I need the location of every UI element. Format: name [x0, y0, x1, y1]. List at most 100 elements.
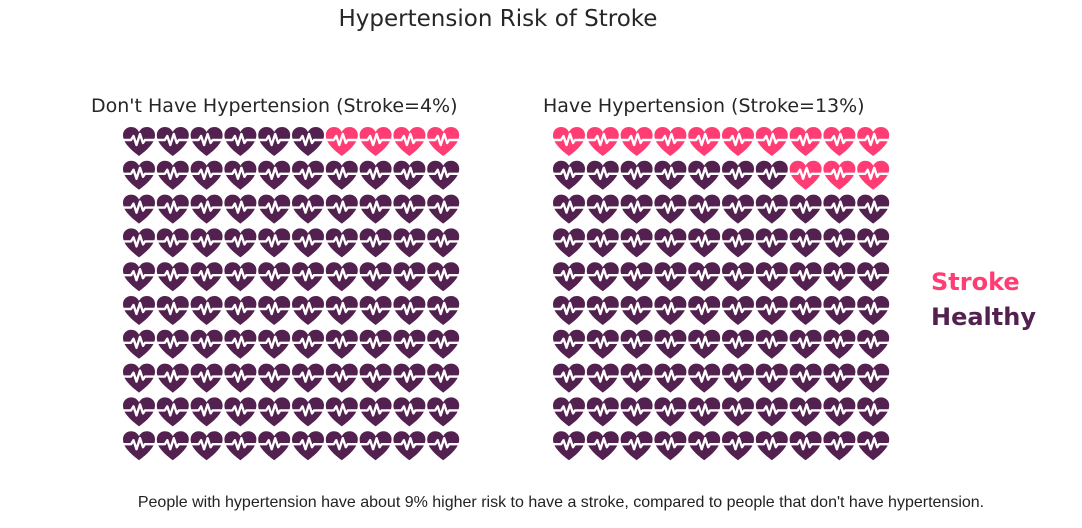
heart-icon-healthy	[122, 329, 159, 359]
heart-icon-healthy	[221, 228, 260, 258]
heart-icon-healthy	[820, 228, 859, 258]
heart-icon-healthy	[322, 228, 362, 258]
heart-icon-healthy	[786, 194, 825, 224]
heart-icon-healthy	[552, 262, 589, 292]
heart-icon-healthy	[322, 363, 362, 393]
heart-icon-healthy	[122, 127, 159, 156]
heart-icon-healthy	[684, 194, 724, 224]
heart-icon-healthy	[752, 228, 792, 258]
heart-icon-healthy	[122, 397, 159, 427]
heart-icon-healthy	[153, 296, 192, 325]
heart-icon-healthy	[820, 329, 859, 359]
panel-title-hypertension: Have Hypertension (Stroke=13%)	[543, 95, 865, 117]
legend-stroke: Stroke	[931, 268, 1020, 296]
heart-icon-healthy	[854, 363, 892, 393]
heart-icon-healthy	[424, 262, 462, 292]
heart-icon-healthy	[424, 329, 462, 359]
heart-icon-healthy	[390, 194, 429, 224]
heart-icon-healthy	[854, 262, 892, 292]
heart-icon-healthy	[356, 160, 395, 190]
heart-icon-healthy	[718, 363, 758, 393]
heart-icon-healthy	[820, 431, 859, 461]
heart-icon-healthy	[786, 262, 825, 292]
heart-icon-stroke	[356, 127, 395, 156]
heart-icon-healthy	[752, 160, 792, 190]
heart-icon-healthy	[617, 262, 656, 292]
heart-icon-healthy	[288, 397, 328, 427]
heart-icon-healthy	[786, 363, 825, 393]
heart-icon-healthy	[390, 262, 429, 292]
heart-icon-healthy	[390, 397, 429, 427]
heart-icon-healthy	[153, 160, 192, 190]
heart-icon-healthy	[153, 228, 192, 258]
heart-icon-healthy	[187, 160, 226, 190]
heart-icon-healthy	[356, 329, 395, 359]
heart-icon-healthy	[356, 363, 395, 393]
heart-icon-healthy	[187, 296, 226, 325]
heart-icon-stroke	[552, 127, 589, 156]
heart-icon-healthy	[356, 228, 395, 258]
heart-icon-healthy	[752, 194, 792, 224]
heart-icon-healthy	[684, 329, 724, 359]
heart-icon-healthy	[617, 228, 656, 258]
heart-icon-healthy	[786, 431, 825, 461]
heart-icon-healthy	[651, 397, 690, 427]
heart-icon-healthy	[322, 194, 362, 224]
heart-icon-healthy	[254, 228, 294, 258]
heart-icon-healthy	[684, 228, 724, 258]
heart-icon-stroke	[786, 127, 825, 156]
heart-icon-healthy	[424, 228, 462, 258]
heart-icon-healthy	[122, 160, 159, 190]
heart-icon-healthy	[187, 329, 226, 359]
heart-icon-healthy	[187, 363, 226, 393]
heart-icon-healthy	[854, 397, 892, 427]
heart-icon-healthy	[322, 397, 362, 427]
heart-icon-healthy	[651, 194, 690, 224]
heart-icon-healthy	[288, 127, 328, 156]
heart-icon-healthy	[854, 194, 892, 224]
heart-icon-healthy	[322, 262, 362, 292]
heart-icon-healthy	[552, 431, 589, 461]
heart-icon-healthy	[854, 329, 892, 359]
heart-icon-healthy	[221, 296, 260, 325]
heart-icon-stroke	[820, 160, 859, 190]
heart-icon-healthy	[583, 431, 622, 461]
heart-icon-healthy	[752, 363, 792, 393]
heart-icon-stroke	[786, 160, 825, 190]
heart-icon-healthy	[221, 329, 260, 359]
heart-icon-stroke	[424, 127, 462, 156]
heart-icon-healthy	[552, 296, 589, 325]
legend-healthy: Healthy	[931, 303, 1036, 331]
heart-icon-healthy	[718, 296, 758, 325]
heart-icon-stroke	[684, 127, 724, 156]
heart-icon-healthy	[153, 127, 192, 156]
heart-icon-healthy	[820, 262, 859, 292]
heart-icon-healthy	[288, 160, 328, 190]
heart-icon-healthy	[221, 363, 260, 393]
heart-icon-healthy	[288, 431, 328, 461]
heart-icon-healthy	[752, 296, 792, 325]
heart-icon-healthy	[288, 363, 328, 393]
heart-icon-healthy	[617, 160, 656, 190]
heart-icon-healthy	[153, 431, 192, 461]
heart-icon-healthy	[187, 228, 226, 258]
heart-icon-healthy	[617, 329, 656, 359]
heart-icon-healthy	[288, 329, 328, 359]
heart-icon-healthy	[617, 397, 656, 427]
heart-icon-healthy	[424, 397, 462, 427]
heart-icon-healthy	[424, 296, 462, 325]
heart-icon-healthy	[684, 431, 724, 461]
heart-icon-healthy	[651, 262, 690, 292]
heart-icon-healthy	[122, 228, 159, 258]
heart-icon-healthy	[552, 228, 589, 258]
heart-icon-healthy	[552, 160, 589, 190]
heart-icon-healthy	[752, 397, 792, 427]
heart-icon-healthy	[617, 194, 656, 224]
heart-icon-healthy	[718, 397, 758, 427]
heart-icon-healthy	[122, 431, 159, 461]
heart-icon-healthy	[718, 262, 758, 292]
heart-icon-healthy	[651, 296, 690, 325]
heart-icon-healthy	[424, 431, 462, 461]
heart-icon-healthy	[322, 296, 362, 325]
heart-icon-healthy	[390, 160, 429, 190]
